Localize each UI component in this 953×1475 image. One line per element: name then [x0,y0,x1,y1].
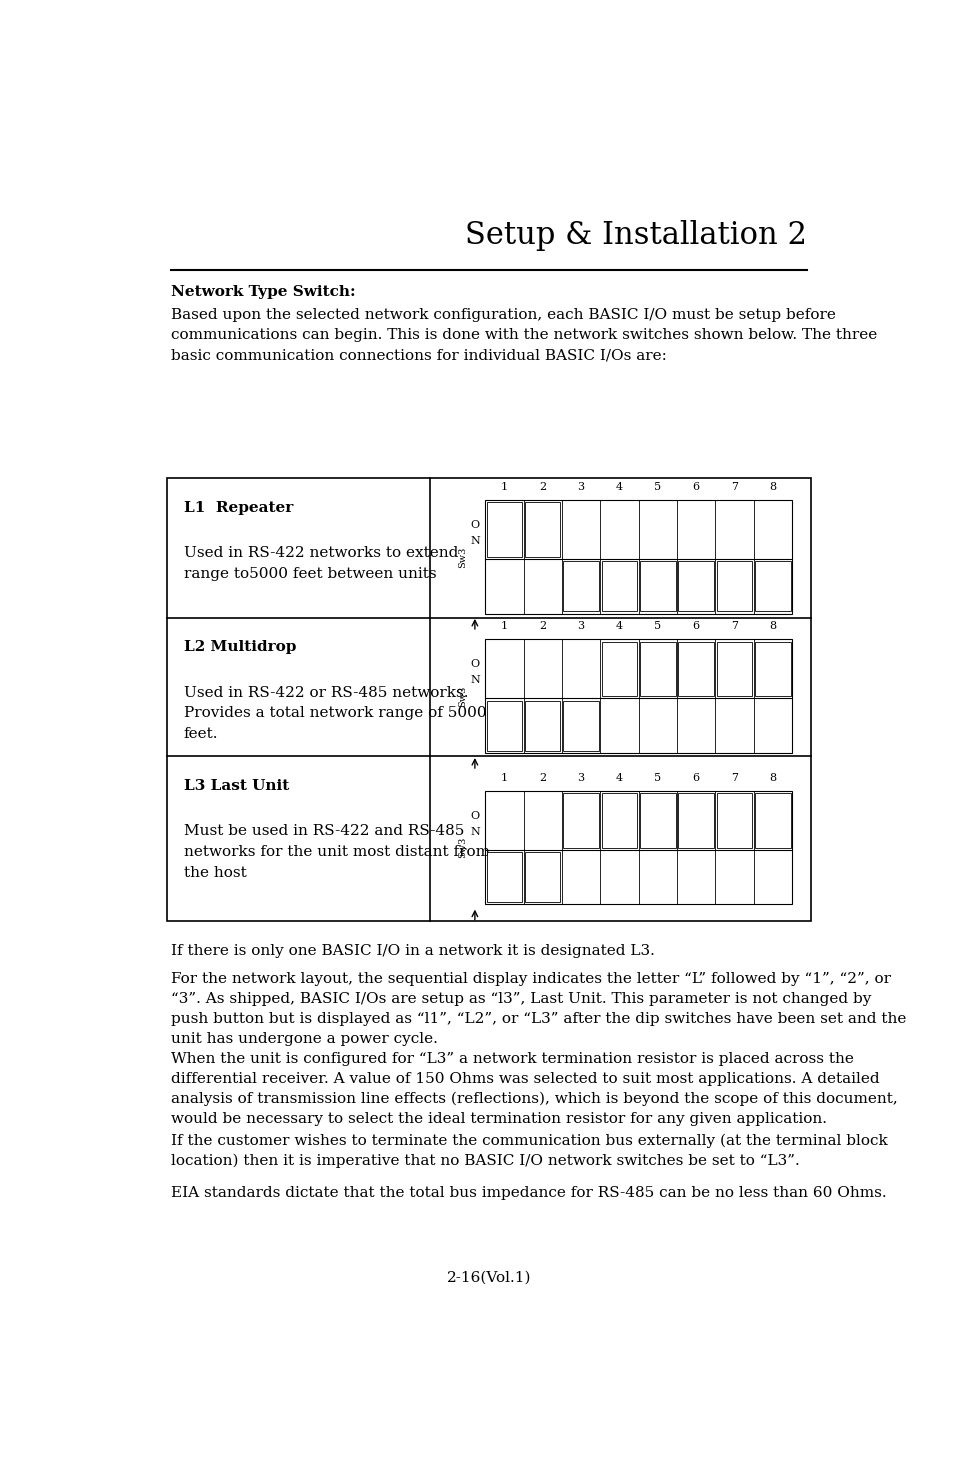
Text: 5: 5 [654,773,660,783]
Text: Setup & Installation 2: Setup & Installation 2 [464,220,806,251]
Bar [524,503,559,558]
Bar [524,853,559,903]
Text: When the unit is configured for “L3” a network termination resistor is placed ac: When the unit is configured for “L3” a n… [171,1052,897,1127]
Text: 2: 2 [538,621,546,631]
Text: 3: 3 [577,773,584,783]
Text: 1: 1 [500,621,507,631]
Text: N: N [470,535,479,546]
Text: 1: 1 [500,482,507,493]
Text: N: N [470,676,479,684]
Text: 5: 5 [654,482,660,493]
Text: 4: 4 [616,482,622,493]
Bar [486,701,521,751]
Text: If there is only one BASIC I/O in a network it is designated L3.: If there is only one BASIC I/O in a netw… [171,944,654,957]
Text: 6: 6 [692,621,699,631]
Text: EIA standards dictate that the total bus impedance for RS-485 can be no less tha: EIA standards dictate that the total bus… [171,1186,885,1199]
Bar [563,562,598,612]
Bar [716,562,751,612]
Text: 2: 2 [538,773,546,783]
Text: 8: 8 [768,773,776,783]
Bar [563,794,598,848]
Text: For the network layout, the sequential display indicates the letter “L” followed: For the network layout, the sequential d… [171,972,905,1046]
Text: 5: 5 [654,621,660,631]
Text: Sw3: Sw3 [458,836,467,858]
Text: Must be used in RS-422 and RS-485
networks for the unit most distant from
the ho: Must be used in RS-422 and RS-485 networ… [183,825,489,879]
Text: L1  Repeater: L1 Repeater [183,500,293,515]
Text: L3 Last Unit: L3 Last Unit [183,779,289,794]
Text: 4: 4 [616,773,622,783]
Text: 3: 3 [577,482,584,493]
Text: If the customer wishes to terminate the communication bus externally (at the ter: If the customer wishes to terminate the … [171,1133,887,1168]
Text: Based upon the selected network configuration, each BASIC I/O must be setup befo: Based upon the selected network configur… [171,308,877,363]
Text: Sw3: Sw3 [458,686,467,707]
Text: 7: 7 [730,773,738,783]
Text: 7: 7 [730,482,738,493]
Text: O: O [470,521,479,530]
Bar [485,500,791,614]
Text: 7: 7 [730,621,738,631]
Text: 8: 8 [768,482,776,493]
Bar [601,642,637,696]
Bar [639,562,675,612]
Text: 2-16(Vol.1): 2-16(Vol.1) [446,1270,531,1285]
Bar [601,794,637,848]
Text: O: O [470,811,479,822]
Bar [716,794,751,848]
Bar [678,642,713,696]
Bar [601,562,637,612]
Text: 6: 6 [692,482,699,493]
Bar [755,642,790,696]
Bar [678,562,713,612]
Bar [563,701,598,751]
Bar [755,562,790,612]
Text: 8: 8 [768,621,776,631]
Text: 6: 6 [692,773,699,783]
Text: N: N [470,827,479,836]
Bar [639,794,675,848]
Text: Used in RS-422 networks to extend
range to5000 feet between units: Used in RS-422 networks to extend range … [183,546,457,581]
Text: 4: 4 [616,621,622,631]
Bar [485,639,791,752]
Text: 1: 1 [500,773,507,783]
Bar [639,642,675,696]
Text: Used in RS-422 or RS-485 networks.
Provides a total network range of 5000
feet.: Used in RS-422 or RS-485 networks. Provi… [183,686,486,740]
Bar [678,794,713,848]
Text: 3: 3 [577,621,584,631]
Bar [755,794,790,848]
Text: O: O [470,659,479,670]
Bar [486,503,521,558]
Bar [485,791,791,904]
Text: Network Type Switch:: Network Type Switch: [171,285,355,299]
Text: L2 Multidrop: L2 Multidrop [183,640,295,655]
Text: 2: 2 [538,482,546,493]
Bar [486,853,521,903]
Bar [524,701,559,751]
Text: Sw3: Sw3 [458,546,467,568]
Bar [716,642,751,696]
